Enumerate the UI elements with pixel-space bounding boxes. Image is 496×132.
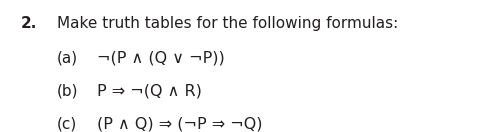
- Text: (P ∧ Q) ⇒ (¬P ⇒ ¬Q): (P ∧ Q) ⇒ (¬P ⇒ ¬Q): [97, 116, 262, 131]
- Text: ¬(P ∧ (Q ∨ ¬P)): ¬(P ∧ (Q ∨ ¬P)): [97, 50, 225, 65]
- Text: (c): (c): [57, 116, 77, 131]
- Text: (b): (b): [57, 83, 78, 98]
- Text: 2.: 2.: [21, 16, 37, 31]
- Text: Make truth tables for the following formulas:: Make truth tables for the following form…: [57, 16, 398, 31]
- Text: P ⇒ ¬(Q ∧ R): P ⇒ ¬(Q ∧ R): [97, 83, 201, 98]
- Text: (a): (a): [57, 50, 78, 65]
